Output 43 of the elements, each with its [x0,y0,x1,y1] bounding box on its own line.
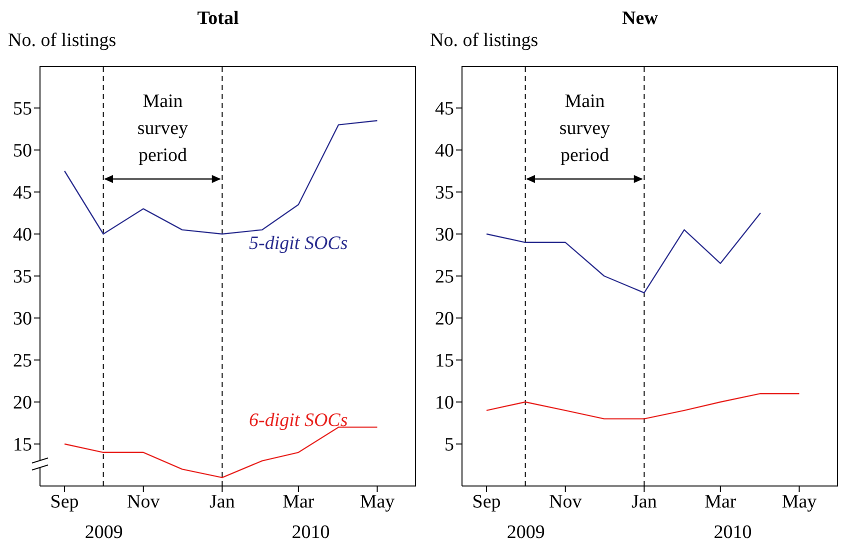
y-tick-label: 10 [435,392,454,414]
x-tick-label: May [782,491,818,512]
y-tick-label: 55 [13,98,32,120]
text: 2010 [712,522,753,544]
x-tick-label: Nov [549,491,582,512]
y-tick-label: 25 [435,266,454,288]
text: 2010 [290,522,331,544]
line-series [486,212,762,294]
y-tick-label: 5 [444,434,454,456]
x-tick-label: Mar [282,491,315,512]
y-tick-label: 40 [13,224,32,246]
y-tick-label: 35 [13,266,32,288]
text: 2009 [506,522,546,544]
y-axis-title: No. of listings [8,30,116,52]
annotation: Main survey period [558,90,612,168]
y-tick-label: 15 [13,434,32,456]
y-tick-label: 35 [435,182,454,204]
y-tick-label: 50 [13,140,32,162]
x-tick-label: Mar [704,491,737,512]
y-tick-label: 45 [435,98,454,120]
line-series [64,120,378,235]
x-tick-label: Jan [210,491,236,512]
x-tick-label: Sep [472,491,501,512]
y-tick-label: 45 [13,182,32,204]
annotation: Main survey period [136,90,190,168]
series-label: 5-digit SOCs [248,232,349,255]
line-series [486,393,800,420]
y-tick-label: 30 [13,308,32,330]
x-tick-label: May [360,491,396,512]
chart-title: New [621,8,659,30]
y-tick-label: 25 [13,350,32,372]
text: 2009 [84,522,124,544]
y-tick-label: 20 [13,392,32,414]
x-tick-label: Jan [632,491,658,512]
y-axis-title: No. of listings [430,30,538,52]
x-tick-label: Nov [127,491,160,512]
series-label: 6-digit SOCs [248,410,349,432]
x-tick-label: Sep [50,491,79,512]
y-tick-label: 20 [435,308,454,330]
y-tick-label: 40 [435,140,454,162]
y-tick-label: 30 [435,224,454,246]
chart-title: Total [196,8,240,30]
y-tick-label: 15 [435,350,454,372]
